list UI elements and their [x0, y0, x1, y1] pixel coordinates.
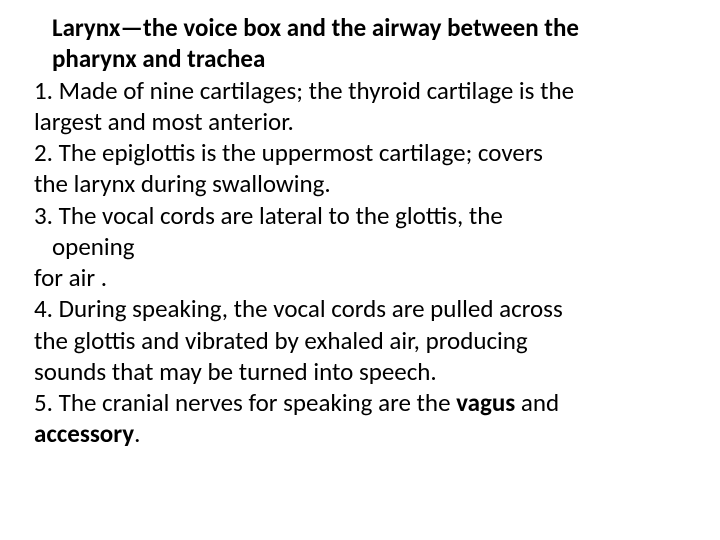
- p5-post: .: [134, 418, 140, 449]
- p4-line3: sounds that may be turned into speech.: [34, 356, 437, 387]
- title-line-2: pharynx and trachea: [52, 43, 265, 74]
- point-1: 1. Made of nine cartilages; the thyroid …: [34, 75, 690, 138]
- point-5: 5. The cranial nerves for speaking are t…: [34, 387, 690, 450]
- p5-mid: and: [515, 387, 559, 418]
- title-line-1: Larynx—the voice box and the airway betw…: [52, 12, 579, 43]
- p2-line1: 2. The epiglottis is the uppermost carti…: [34, 137, 543, 168]
- p2-line2: the larynx during swallowing.: [34, 168, 331, 199]
- p3-line1: 3. The vocal cords are lateral to the gl…: [34, 200, 503, 231]
- slide-content: Larynx—the voice box and the airway betw…: [0, 0, 720, 540]
- point-3: 3. The vocal cords are lateral to the gl…: [34, 200, 690, 294]
- p4-line1: 4. During speaking, the vocal cords are …: [34, 293, 563, 324]
- slide-title: Larynx—the voice box and the airway betw…: [34, 12, 690, 75]
- point-4: 4. During speaking, the vocal cords are …: [34, 293, 690, 387]
- point-2: 2. The epiglottis is the uppermost carti…: [34, 137, 690, 200]
- p5-bold-accessory: accessory: [34, 418, 134, 449]
- p3-line3: for air .: [34, 262, 107, 293]
- p3-line2: opening: [34, 231, 135, 262]
- p5-bold-vagus: vagus: [456, 387, 515, 418]
- p5-pre: 5. The cranial nerves for speaking are t…: [34, 387, 456, 418]
- p4-line2: the glottis and vibrated by exhaled air,…: [34, 325, 528, 356]
- p1-line2: largest and most anterior.: [34, 106, 294, 137]
- p1-line1: 1. Made of nine cartilages; the thyroid …: [34, 75, 574, 106]
